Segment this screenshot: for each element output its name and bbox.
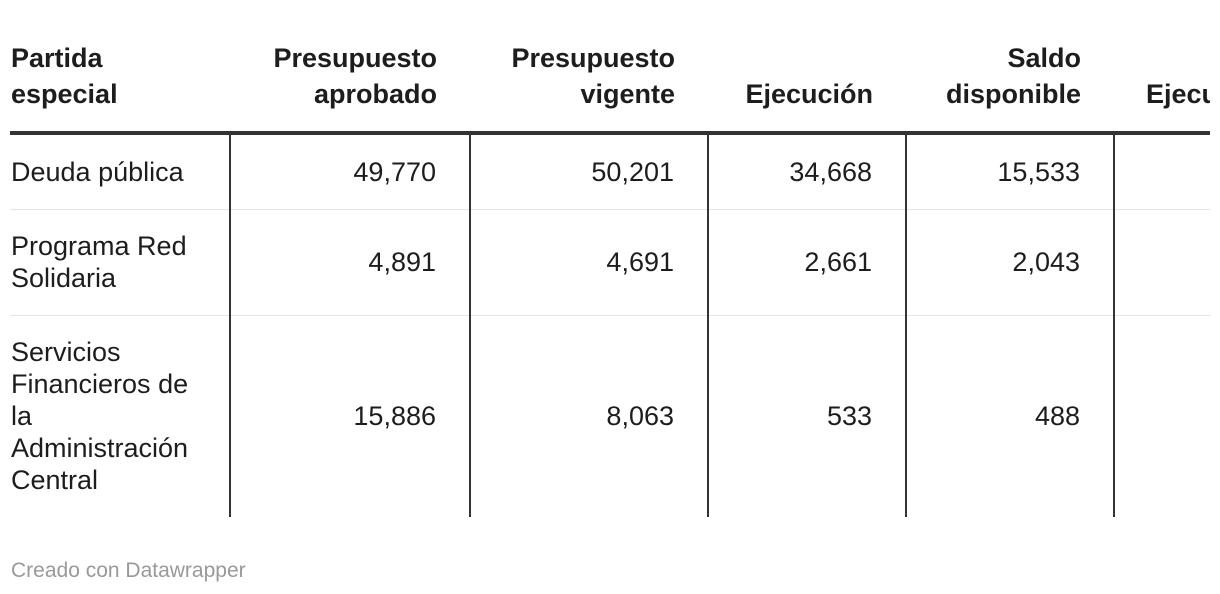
- table-row: Programa Red Solidaria 4,891 4,691 2,661…: [10, 209, 1210, 316]
- table-cell-partida: Servicios Financieros de la Administraci…: [10, 315, 231, 517]
- table-cell-saldo-disponible: 2,043: [906, 209, 1115, 316]
- table-cell-saldo-disponible: 15,533: [906, 133, 1115, 210]
- column-header-presupuesto-aprobado[interactable]: Presupuesto aprobado: [230, 0, 470, 135]
- table-cell-presupuesto-aprobado: 15,886: [230, 315, 471, 517]
- column-header-partida[interactable]: Partida especial: [10, 0, 230, 135]
- column-header-ejecucion-porcentual[interactable]: Ejecución porcentual: [1114, 0, 1210, 135]
- table-cell-ejecucion-porcentual: [1114, 209, 1210, 316]
- table-cell-presupuesto-aprobado: 4,891: [230, 209, 471, 316]
- table-row: Deuda pública 49,770 50,201 34,668 15,53…: [10, 133, 1210, 210]
- data-table-container: Partida especial Presupuesto aprobado Pr…: [10, 0, 1210, 520]
- table-cell-ejecucion-porcentual: [1114, 133, 1210, 210]
- table-cell-presupuesto-vigente: 4,691: [470, 209, 709, 316]
- table-header-row: Partida especial Presupuesto aprobado Pr…: [10, 0, 1210, 135]
- table-cell-presupuesto-vigente: 50,201: [470, 133, 709, 210]
- table-row: Servicios Financieros de la Administraci…: [10, 315, 1210, 517]
- table-cell-saldo-disponible: 488: [906, 315, 1115, 517]
- column-header-saldo-disponible[interactable]: Saldo disponible: [906, 0, 1114, 135]
- column-header-presupuesto-vigente[interactable]: Presupuesto vigente: [470, 0, 708, 135]
- table-cell-ejecucion: 2,661: [708, 209, 907, 316]
- table-cell-ejecucion-porcentual: [1114, 315, 1210, 517]
- datawrapper-credit[interactable]: Creado con Datawrapper: [11, 559, 246, 582]
- budget-table: Partida especial Presupuesto aprobado Pr…: [10, 0, 1210, 517]
- table-cell-presupuesto-aprobado: 49,770: [230, 133, 471, 210]
- table-cell-ejecucion: 34,668: [708, 133, 907, 210]
- column-header-ejecucion[interactable]: Ejecución: [708, 0, 906, 135]
- table-cell-partida: Deuda pública: [10, 133, 231, 210]
- table-cell-partida: Programa Red Solidaria: [10, 209, 231, 316]
- table-cell-ejecucion: 533: [708, 315, 907, 517]
- table-cell-presupuesto-vigente: 8,063: [470, 315, 709, 517]
